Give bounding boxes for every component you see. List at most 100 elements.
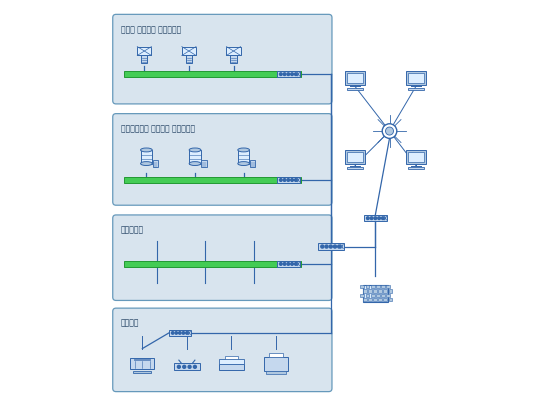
Bar xyxy=(381,285,385,288)
Bar xyxy=(230,55,237,62)
Circle shape xyxy=(374,217,376,220)
Circle shape xyxy=(194,365,196,368)
Circle shape xyxy=(294,179,297,181)
Bar xyxy=(269,353,283,357)
Bar xyxy=(363,289,367,293)
Circle shape xyxy=(287,73,289,75)
Bar xyxy=(182,47,196,55)
Bar xyxy=(189,150,201,164)
Bar xyxy=(124,71,301,78)
Bar xyxy=(370,285,374,288)
Bar xyxy=(345,71,365,85)
Ellipse shape xyxy=(238,162,250,166)
Circle shape xyxy=(182,332,184,334)
Bar xyxy=(226,47,240,55)
Bar xyxy=(219,359,244,364)
Circle shape xyxy=(382,124,397,138)
Bar xyxy=(366,285,369,288)
Circle shape xyxy=(287,263,289,265)
Bar xyxy=(366,293,369,297)
Circle shape xyxy=(280,73,282,75)
Bar xyxy=(347,152,363,162)
Bar xyxy=(201,160,207,167)
Circle shape xyxy=(188,365,191,368)
Bar xyxy=(347,73,363,83)
Bar xyxy=(408,167,424,169)
Circle shape xyxy=(386,127,393,135)
Circle shape xyxy=(290,179,293,181)
Circle shape xyxy=(171,332,174,334)
Bar xyxy=(388,298,392,301)
Ellipse shape xyxy=(140,148,152,152)
Bar xyxy=(219,364,244,370)
Bar xyxy=(363,215,387,221)
Circle shape xyxy=(290,263,293,265)
Bar xyxy=(140,150,152,164)
Bar xyxy=(386,285,390,288)
Bar xyxy=(370,293,374,297)
Bar xyxy=(376,285,380,288)
Text: クラスター: クラスター xyxy=(121,226,144,235)
Bar xyxy=(376,293,380,297)
Bar xyxy=(388,289,392,293)
Bar xyxy=(276,71,300,77)
Circle shape xyxy=(178,332,181,334)
Text: 印刷管理: 印刷管理 xyxy=(121,319,139,328)
Bar xyxy=(124,261,301,267)
Bar xyxy=(347,88,363,91)
Circle shape xyxy=(283,263,286,265)
Text: データベース サーバー クラスター: データベース サーバー クラスター xyxy=(121,124,195,133)
Bar xyxy=(153,160,158,167)
Circle shape xyxy=(186,332,188,334)
Ellipse shape xyxy=(189,162,201,166)
Bar xyxy=(361,285,364,288)
Bar xyxy=(378,289,382,293)
Bar xyxy=(250,160,255,167)
Bar xyxy=(406,71,426,85)
Circle shape xyxy=(294,263,297,265)
Circle shape xyxy=(175,332,177,334)
Bar xyxy=(174,364,200,370)
Bar xyxy=(225,356,238,359)
Bar xyxy=(318,243,344,250)
Bar xyxy=(368,298,372,301)
Bar xyxy=(363,298,367,301)
Bar xyxy=(386,293,390,297)
FancyBboxPatch shape xyxy=(113,215,332,300)
FancyBboxPatch shape xyxy=(113,14,332,104)
Circle shape xyxy=(370,217,373,220)
Circle shape xyxy=(287,179,289,181)
Bar xyxy=(137,47,151,55)
Bar xyxy=(384,289,387,293)
Circle shape xyxy=(280,179,282,181)
Circle shape xyxy=(280,263,282,265)
Ellipse shape xyxy=(238,148,250,152)
Circle shape xyxy=(381,217,384,220)
Bar xyxy=(186,55,192,62)
Bar xyxy=(169,330,191,336)
Bar xyxy=(408,88,424,91)
Bar xyxy=(373,298,377,301)
Circle shape xyxy=(294,73,297,75)
Bar xyxy=(408,73,424,83)
Bar xyxy=(361,293,364,297)
Bar xyxy=(141,55,147,62)
Bar xyxy=(345,150,365,164)
Ellipse shape xyxy=(140,162,152,166)
Bar xyxy=(384,298,387,301)
Bar xyxy=(276,261,300,267)
Circle shape xyxy=(338,245,341,248)
Bar xyxy=(134,359,150,360)
Bar xyxy=(381,293,385,297)
Text: メール サーバー クラスター: メール サーバー クラスター xyxy=(121,25,181,34)
Bar xyxy=(368,289,372,293)
Bar xyxy=(130,358,154,369)
Ellipse shape xyxy=(189,148,201,152)
Bar xyxy=(276,177,300,183)
Circle shape xyxy=(290,73,293,75)
FancyBboxPatch shape xyxy=(113,308,332,392)
Circle shape xyxy=(321,245,324,248)
Circle shape xyxy=(333,245,337,248)
FancyBboxPatch shape xyxy=(113,114,332,205)
Circle shape xyxy=(283,179,286,181)
